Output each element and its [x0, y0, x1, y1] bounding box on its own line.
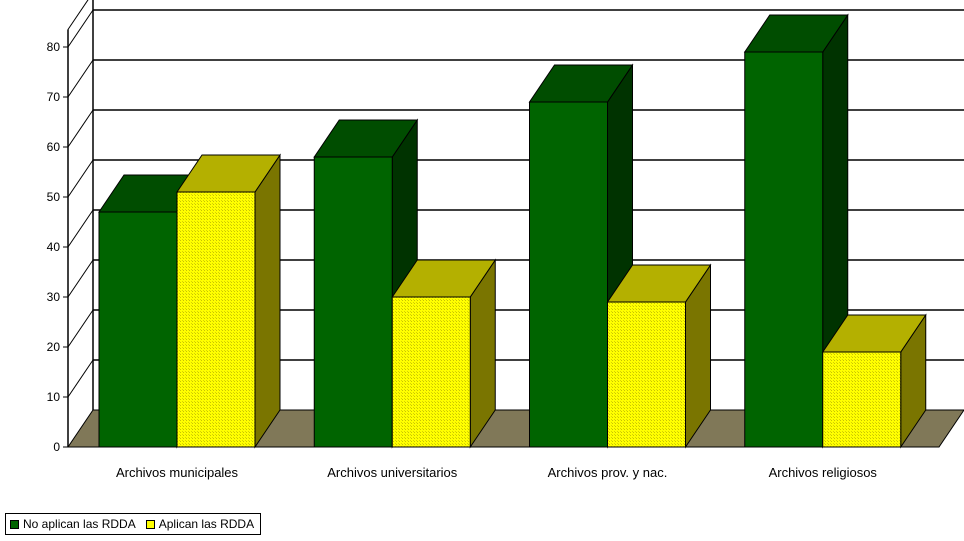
y-tick-label: 40 — [47, 240, 61, 254]
y-axis: 0 10 20 30 40 50 60 70 80 — [47, 0, 93, 454]
y-tick-label: 60 — [47, 140, 61, 154]
category-labels: Archivos municipales Archivos universitar… — [116, 465, 877, 480]
legend-item-series-2: Aplican las RDDA — [146, 517, 254, 531]
gridline-depth — [68, 10, 93, 47]
y-tick-label: 30 — [47, 290, 61, 304]
legend-label-series-2: Aplican las RDDA — [159, 517, 254, 531]
x-category-label: Archivos municipales — [116, 465, 239, 480]
legend-swatch-series-2 — [146, 520, 155, 529]
x-category-label: Archivos universitarios — [327, 465, 458, 480]
y-tick-label: 80 — [47, 40, 61, 54]
x-category-label: Archivos religiosos — [769, 465, 878, 480]
gridline-depth — [68, 260, 93, 297]
gridline-depth — [68, 110, 93, 147]
y-tick-label: 0 — [53, 440, 60, 454]
bar — [608, 302, 686, 447]
bar — [745, 52, 823, 447]
gridline-depth — [68, 310, 93, 347]
gridline-depth — [68, 160, 93, 197]
y-tick-label: 20 — [47, 340, 61, 354]
y-tick-label: 50 — [47, 190, 61, 204]
legend: No aplican las RDDA Aplican las RDDA — [5, 513, 261, 535]
legend-swatch-series-1 — [10, 520, 19, 529]
legend-label-series-1: No aplican las RDDA — [23, 517, 136, 531]
bars — [99, 15, 926, 447]
gridline-depth — [68, 210, 93, 247]
bar-side — [255, 155, 280, 447]
y-tick-label: 10 — [47, 390, 61, 404]
bar — [823, 352, 901, 447]
gridline-depth — [68, 60, 93, 97]
bar — [530, 102, 608, 447]
y-tick-label: 70 — [47, 90, 61, 104]
bar — [177, 192, 255, 447]
gridline-depth — [68, 360, 93, 397]
bar — [392, 297, 470, 447]
legend-item-series-1: No aplican las RDDA — [10, 517, 136, 531]
bar — [314, 157, 392, 447]
bar — [99, 212, 177, 447]
x-category-label: Archivos prov. y nac. — [548, 465, 668, 480]
